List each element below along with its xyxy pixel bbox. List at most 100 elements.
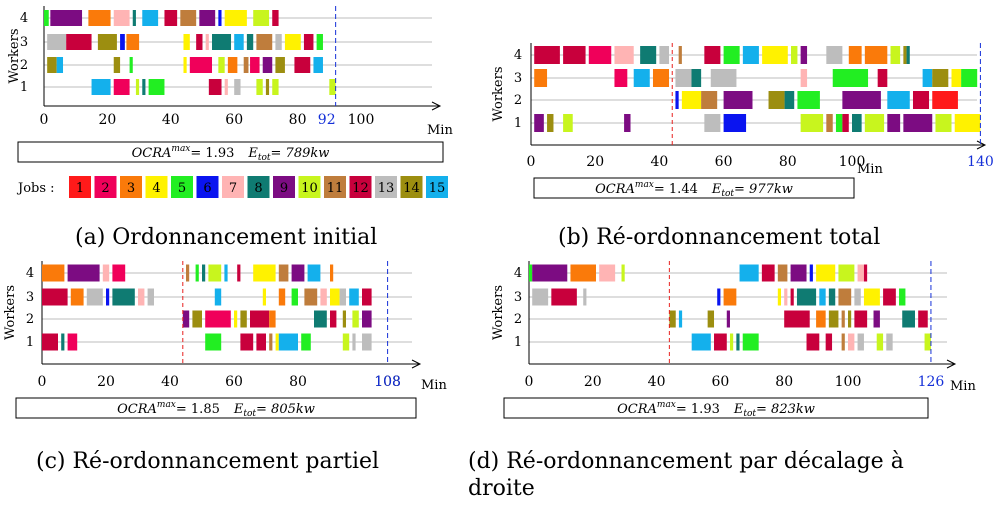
legend-swatch-job-11 [324, 176, 346, 198]
task-bar-job-12 [825, 333, 833, 351]
energy-symbol: E [247, 146, 258, 161]
task-bar-job-13 [147, 288, 154, 306]
task-bar-job-3 [227, 57, 238, 73]
task-bar-job-15 [224, 264, 228, 282]
task-bar-job-13 [675, 69, 692, 87]
ocra-symbol: OCRA [617, 402, 657, 417]
task-bar-job-10 [342, 333, 350, 351]
task-bar-job-12 [806, 333, 820, 351]
task-bar-job-10 [864, 114, 885, 132]
task-bar-job-12 [272, 10, 279, 26]
summary-text: OCRAmax= 1.44 Etot= 977kw [595, 180, 793, 199]
task-bar-job-7 [113, 10, 130, 26]
task-bar-job-12 [883, 288, 896, 306]
x-tick-label: 80 [289, 374, 307, 390]
x-tick-label: 100 [348, 112, 375, 128]
legend-swatch-job-13 [375, 176, 397, 198]
task-bar-job-12 [42, 288, 68, 306]
worker-label: 1 [514, 335, 522, 350]
task-bar-job-15 [739, 264, 759, 282]
ocra-superscript: max [171, 144, 190, 154]
task-bar-job-11 [186, 264, 190, 282]
legend-item-label: 12 [352, 181, 369, 196]
task-bar-job-14 [47, 57, 57, 73]
task-bar-job-15 [678, 310, 683, 328]
task-bar-job-7 [784, 288, 788, 306]
task-bar-job-6 [723, 114, 747, 132]
summary-text: OCRAmax= 1.93 Etot= 789kw [132, 144, 330, 163]
energy-symbol: E [233, 402, 244, 417]
makespan-label: 92 [318, 112, 336, 128]
task-bar-job-13 [86, 288, 103, 306]
task-bar-job-2 [113, 79, 130, 95]
task-bar-job-12 [42, 333, 58, 351]
task-bar-job-14 [192, 310, 202, 328]
legend-swatch-job-15 [426, 176, 448, 198]
task-bar-job-9 [887, 114, 901, 132]
summary-text: OCRAmax= 1.93 Etot= 823kw [617, 400, 815, 419]
task-bar-job-9 [903, 114, 933, 132]
worker-label: 1 [20, 80, 28, 95]
task-bar-job-6 [218, 10, 222, 26]
worker-label: 2 [514, 93, 522, 108]
worker-label: 3 [20, 35, 28, 50]
task-bar-job-11 [269, 333, 273, 351]
worker-label: 4 [514, 48, 522, 63]
worker-label: 4 [26, 266, 34, 281]
legend-swatch-job-6 [196, 176, 219, 198]
makespan-label: 140 [967, 154, 993, 170]
task-bar-job-13 [710, 69, 737, 87]
task-bar-job-13 [275, 34, 282, 50]
task-bar-job-4 [951, 69, 962, 87]
task-bar-job-13 [704, 114, 721, 132]
task-bar-job-12 [256, 333, 266, 351]
y-axis-label: Workers [7, 29, 22, 84]
energy-value: = 823kw [756, 402, 815, 417]
task-bar-job-10 [253, 10, 270, 26]
task-bar-job-3 [88, 10, 111, 26]
task-bar-job-8 [796, 288, 817, 306]
y-axis-label: Workers [491, 67, 506, 122]
task-bar-job-13 [659, 46, 670, 64]
task-bar-job-12 [704, 46, 721, 64]
task-bar-job-7 [857, 264, 864, 282]
task-bar-job-10 [352, 310, 359, 328]
legend-item-label: 8 [254, 181, 262, 196]
ocra-value: = 1.85 [176, 402, 220, 417]
task-bar-job-7 [599, 264, 616, 282]
legend-item-label: 9 [280, 181, 288, 196]
x-tick-label: 60 [225, 112, 243, 128]
task-bar-job-15 [922, 69, 933, 87]
x-tick-label: 40 [650, 154, 668, 170]
task-bar-job-4 [816, 264, 836, 282]
y-axis-label: Workers [3, 285, 18, 340]
task-bar-job-13 [583, 288, 587, 306]
legend-item-label: 10 [301, 181, 318, 196]
task-bar-job-1 [932, 91, 958, 109]
ocra-symbol: OCRA [132, 146, 172, 161]
summary-box [15, 397, 417, 419]
task-bar-job-4 [275, 333, 279, 351]
task-bar-job-14 [265, 79, 270, 95]
task-bar-job-15 [742, 46, 759, 64]
task-bar-job-2 [588, 46, 612, 64]
task-bar-job-11 [678, 46, 682, 64]
worker-label: 2 [20, 58, 28, 73]
x-tick-label: 0 [527, 154, 536, 170]
task-bar-job-9 [262, 57, 273, 73]
task-bar-job-12 [237, 264, 241, 282]
task-bar-job-12 [303, 34, 314, 50]
task-bar-job-3 [534, 69, 548, 87]
worker-label: 1 [26, 335, 34, 350]
gantt-panel-4: 4 3 2 1 Workers 0 20 40 60 80 100 126 Min OCRAmax= 1.… [468, 261, 976, 501]
task-bar-job-9 [182, 310, 190, 328]
energy-subscript: tot [743, 409, 756, 419]
task-bar-job-14 [828, 310, 839, 328]
task-bar-job-5 [291, 288, 298, 306]
ocra-value: = 1.93 [676, 402, 720, 417]
task-bar-job-6 [106, 288, 110, 306]
x-axis-arrow [411, 359, 422, 369]
legend-item-label: 11 [327, 181, 344, 196]
panel-caption: (a) Ordonnancement initial [75, 225, 377, 250]
